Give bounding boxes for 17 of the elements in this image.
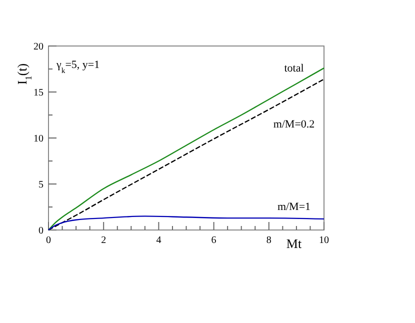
series-label: total [284,62,304,75]
series-label: m/M=1 [277,201,311,214]
x-axis-title: Mt [286,236,302,251]
x-tick-label: 10 [319,235,329,246]
series-label: m/M=0.2 [273,118,315,130]
y-tick-label: 0 [38,226,44,236]
y-tick-label: 20 [34,42,44,52]
x-tick-label: 8 [266,235,272,246]
x-tick-label: 6 [211,235,216,246]
x-tick-label: 0 [46,235,51,246]
x-tick-label: 4 [156,235,162,246]
y-tick-label: 15 [34,88,44,98]
annotation: γ$_{k}$=5, y=1 [56,59,100,74]
y-tick-label: 10 [34,134,44,144]
line-series [48,216,325,231]
x-tick-label: 2 [101,235,106,246]
y-tick-label: 5 [38,180,44,190]
